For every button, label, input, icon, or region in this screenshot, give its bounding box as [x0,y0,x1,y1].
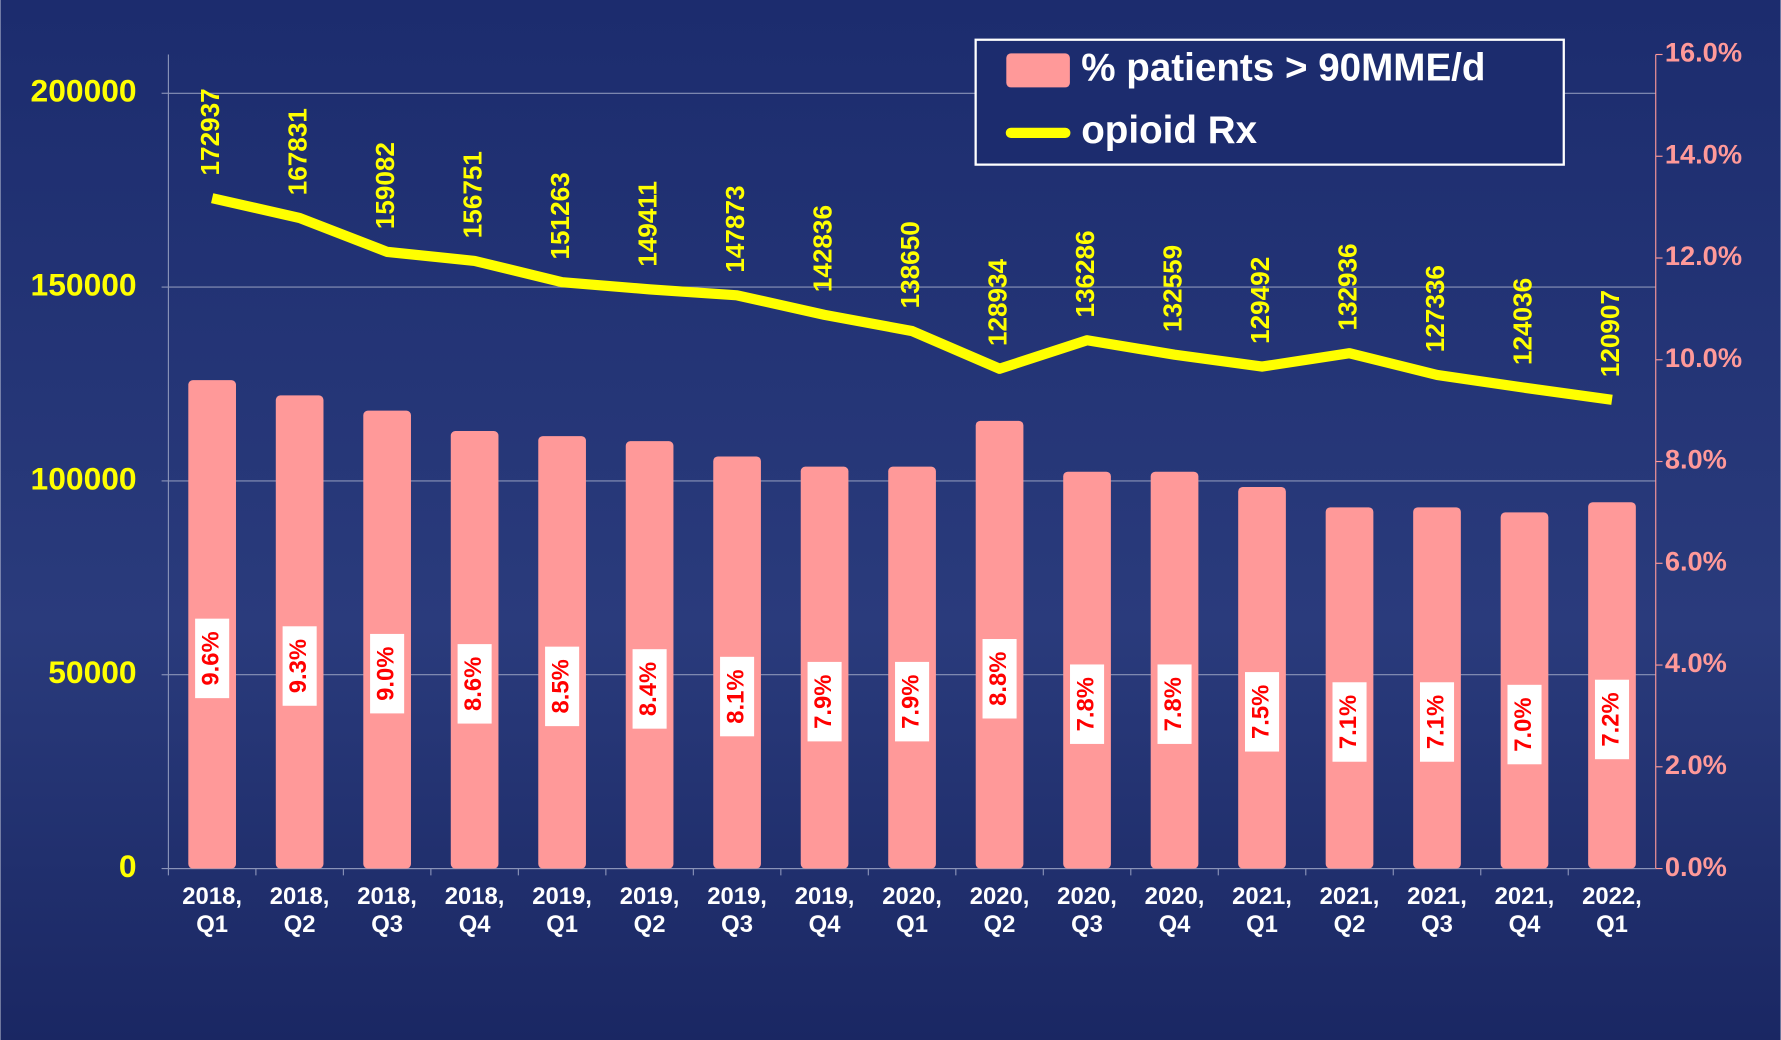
x-tick-label: 2021, Q4 [1481,882,1568,939]
y2-tick-label: 2.0% [1665,749,1727,780]
bar-label: 7.1% [1422,695,1449,749]
y2-tick-label: 0.0% [1665,851,1727,882]
bar-label: 8.6% [460,657,487,711]
x-tick-label-box: 2021, Q3 [1393,882,1480,950]
x-tick-label-box: 2020, Q4 [1131,882,1218,950]
x-tick-label: 2019, Q2 [606,882,693,939]
bar-label: 7.2% [1597,692,1624,746]
bar-label: 7.8% [1072,677,1099,731]
line-label: 132936 [1332,243,1362,330]
x-tick-label: 2020, Q2 [956,882,1043,939]
y-tick-label: 0 [119,848,137,884]
x-tick-label: 2018, Q1 [168,882,255,939]
y2-tick-label: 12.0% [1665,240,1742,271]
y2-tick-label: 14.0% [1665,138,1742,169]
x-tick-label-box: 2019, Q3 [693,882,780,950]
x-tick-label-box: 2021, Q1 [1218,882,1305,950]
x-tick-label-box: 2020, Q1 [868,882,955,950]
x-tick-label-box: 2019, Q4 [781,882,868,950]
x-tick-label: 2022, Q1 [1568,882,1655,939]
x-tick-label: 2020, Q1 [868,882,955,939]
bar-label: 9.6% [197,631,224,685]
y-tick-label: 150000 [31,266,137,302]
y-tick-label: 50000 [48,654,136,690]
y-tick-label: 200000 [31,73,137,109]
bar-label: 8.1% [722,669,749,723]
line-label: 129492 [1245,257,1275,344]
bar-label: 8.5% [547,659,574,713]
bar-label: 7.8% [1160,677,1187,731]
x-tick-label: 2019, Q4 [781,882,868,939]
y2-tick-label: 4.0% [1665,647,1727,678]
y2-tick-label: 16.0% [1665,37,1742,68]
x-tick-label: 2020, Q3 [1043,882,1130,939]
line-label: 147873 [720,185,750,272]
x-tick-label: 2021, Q2 [1306,882,1393,939]
line-label: 136286 [1070,230,1100,317]
x-tick-label: 2021, Q3 [1393,882,1480,939]
x-tick-label-box: 2021, Q4 [1481,882,1568,950]
x-tick-label: 2019, Q1 [518,882,605,939]
x-tick-label-box: 2020, Q3 [1043,882,1130,950]
line-label: 128934 [982,258,1012,346]
line-label: 120907 [1595,290,1625,377]
bar-label: 8.4% [635,662,662,716]
line-label: 167831 [283,108,313,195]
x-tick-label: 2018, Q3 [343,882,430,939]
bar-label: 9.0% [372,647,399,701]
x-tick-label-box: 2021, Q2 [1306,882,1393,950]
x-tick-label-box: 2022, Q1 [1568,882,1655,950]
line-label: 142836 [807,205,837,292]
x-tick-label: 2019, Q3 [693,882,780,939]
y2-tick-label: 6.0% [1665,545,1727,576]
x-tick-label-box: 2018, Q4 [431,882,518,950]
x-tick-label-box: 2018, Q2 [256,882,343,950]
legend-swatch [1006,53,1070,87]
x-tick-label-box: 2018, Q1 [168,882,255,950]
bar-label: 8.8% [985,652,1012,706]
bar-label: 7.1% [1335,695,1362,749]
y2-tick-label: 10.0% [1665,342,1742,373]
bar-label: 7.0% [1510,697,1537,751]
legend-label: opioid Rx [1081,109,1257,152]
legend-label: % patients > 90MME/d [1081,47,1485,90]
line-label: 151263 [545,172,575,259]
x-tick-label: 2018, Q2 [256,882,343,939]
x-tick-label: 2021, Q1 [1218,882,1305,939]
x-tick-label: 2020, Q4 [1131,882,1218,939]
line-label: 159082 [370,142,400,229]
x-tick-label-box: 2019, Q2 [606,882,693,950]
line-label: 156751 [458,151,488,238]
x-tick-label-box: 2019, Q1 [518,882,605,950]
line-label: 132559 [1157,245,1187,332]
bar-label: 7.5% [1247,685,1274,739]
line-label: 124036 [1507,278,1537,365]
bar-label: 9.3% [285,639,312,693]
y2-tick-label: 8.0% [1665,444,1727,475]
bar-label: 7.9% [810,674,837,728]
bar-label: 7.9% [897,674,924,728]
chart: 0 50000 100000 150000 200000 0.0% 2.0% 4.0% 6.0%… [0,0,1781,1040]
y-tick-label: 100000 [31,460,137,496]
x-tick-label-box: 2020, Q2 [956,882,1043,950]
line-label: 149411 [632,181,662,267]
line-label: 127336 [1420,265,1450,352]
x-tick-label-box: 2018, Q3 [343,882,430,950]
line-label: 138650 [895,221,925,308]
line-label: 172937 [195,88,225,175]
x-tick-label: 2018, Q4 [431,882,518,939]
